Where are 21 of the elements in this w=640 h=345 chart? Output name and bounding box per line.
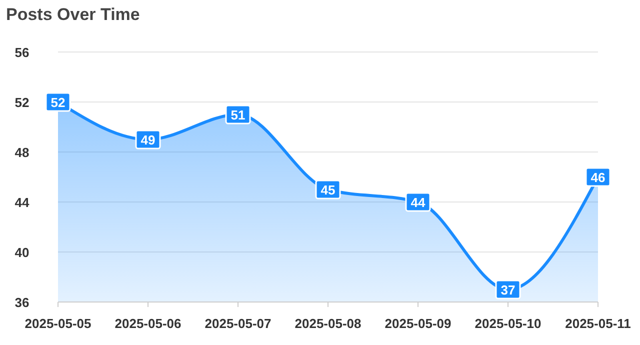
chart-title: Posts Over Time: [6, 5, 140, 24]
y-tick-label: 44: [14, 195, 30, 210]
y-tick-label: 56: [14, 45, 30, 60]
y-tick-label: 40: [14, 245, 30, 260]
y-tick-label: 52: [14, 95, 30, 110]
y-tick-label: 36: [14, 295, 30, 310]
x-tick-label: 2025-05-11: [565, 316, 631, 331]
data-label: 37: [500, 282, 516, 298]
data-label: 45: [320, 182, 336, 198]
x-tick-label: 2025-05-10: [474, 316, 542, 331]
data-label: 46: [590, 170, 606, 185]
x-tick-label: 2025-05-09: [384, 316, 452, 331]
data-label: 44: [410, 195, 426, 210]
x-tick-label: 2025-05-06: [114, 316, 182, 331]
x-tick-label: 2025-05-08: [294, 316, 362, 331]
data-label: 49: [140, 132, 156, 148]
data-label: 52: [50, 95, 66, 110]
data-label: 51: [230, 108, 246, 122]
x-tick-label: 2025-05-05: [24, 316, 92, 331]
x-tick-label: 2025-05-07: [204, 316, 272, 331]
y-tick-label: 48: [14, 145, 30, 160]
